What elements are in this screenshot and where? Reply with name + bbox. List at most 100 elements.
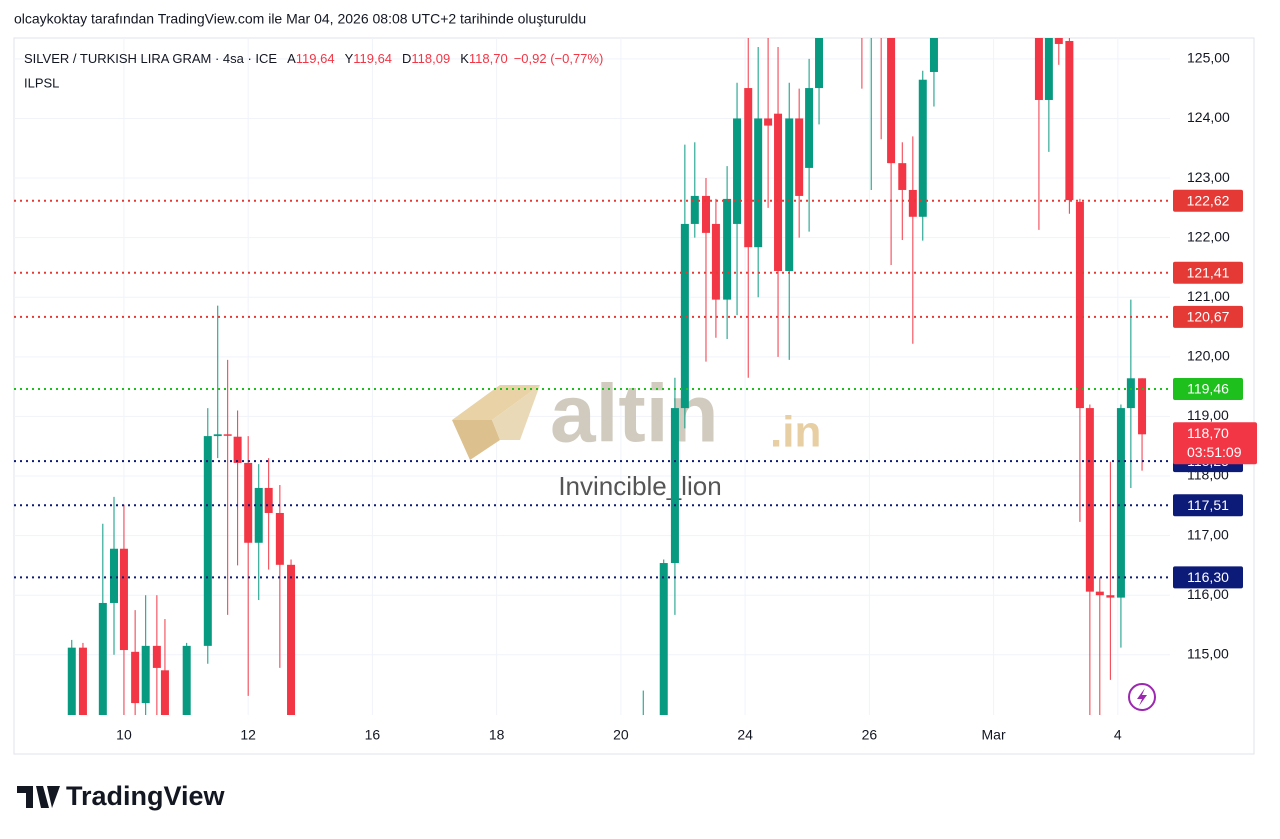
x-tick-label: 26	[862, 727, 878, 743]
y-tick-label: 115,00	[1187, 646, 1229, 662]
logo-shape	[492, 385, 540, 440]
candle-body	[1034, 38, 1043, 100]
ohlc-value: 119,64	[353, 51, 392, 66]
candle-body	[918, 79, 927, 217]
candle-body	[764, 118, 773, 126]
y-tick-label: 125,00	[1187, 50, 1230, 66]
candle-body	[929, 38, 938, 72]
candle-body	[119, 548, 128, 651]
candle-body	[785, 118, 794, 272]
candle-body	[908, 189, 917, 217]
candle-body	[67, 647, 76, 715]
level-label: 120,67	[1187, 309, 1230, 325]
candle-body	[1138, 378, 1147, 435]
candle-body	[264, 487, 273, 513]
level-label: 122,62	[1187, 192, 1230, 208]
ohlc-key: D	[402, 51, 411, 66]
alert-icon[interactable]	[1128, 683, 1156, 711]
candle-body	[160, 670, 169, 715]
y-tick-label: 122,00	[1187, 228, 1230, 244]
level-label: 116,30	[1187, 569, 1229, 585]
logo-shape	[452, 420, 500, 460]
candle-body	[733, 118, 742, 224]
ohlc-value: 119,64	[296, 51, 335, 66]
level-box	[1173, 378, 1243, 401]
ohlc-value: 118,09	[411, 51, 450, 66]
logo-shape	[452, 385, 540, 420]
x-tick-label: 16	[365, 727, 381, 743]
candle-body	[774, 113, 783, 272]
y-tick-label: 124,00	[1187, 109, 1230, 125]
candle-body	[1085, 408, 1094, 592]
ohlc-value: 118,70	[469, 51, 508, 66]
candle-body	[182, 645, 191, 715]
frame	[13, 37, 1255, 755]
candle-body	[805, 88, 814, 168]
candle-body	[1126, 378, 1135, 409]
candle-body	[1065, 40, 1074, 201]
candle-body	[223, 434, 232, 436]
candle-body	[1116, 408, 1125, 598]
x-tick-label: 24	[737, 727, 753, 743]
x-tick-label: Mar	[982, 727, 1006, 743]
candle-body	[711, 223, 720, 300]
candle-body	[670, 408, 679, 564]
overlay: 115,00116,00117,00118,00119,00120,00121,…	[14, 50, 1257, 743]
candle-body	[110, 548, 119, 603]
candle-body	[867, 5, 875, 23]
candle-body	[131, 651, 140, 704]
candle-body	[815, 38, 824, 89]
candle-body	[877, 5, 885, 29]
x-tick-label: 20	[613, 727, 629, 743]
level-box	[1173, 494, 1243, 517]
watermark-author: Invincible_lion	[558, 471, 721, 501]
tv-mark	[17, 786, 60, 808]
footer-brand: TradingView	[66, 781, 226, 811]
candle-body	[1044, 38, 1053, 100]
caption: olcaykoktay tarafından TradingView.com i…	[14, 11, 586, 27]
candle-body	[795, 118, 804, 196]
y-tick-label: 116,00	[1187, 586, 1229, 602]
candle-body	[244, 462, 253, 543]
level-box	[1173, 566, 1243, 589]
y-tick-label: 119,00	[1187, 407, 1229, 423]
ohlc-key: K	[460, 51, 469, 66]
candle-body	[213, 434, 222, 437]
watermark: altin .in Invincible_lion	[452, 369, 821, 501]
candle-body	[858, 0, 866, 23]
candle-body	[254, 487, 263, 543]
alert-circle	[1128, 683, 1156, 711]
candle-body	[1095, 591, 1104, 596]
candle-body	[1106, 595, 1115, 598]
candle-body	[744, 88, 753, 248]
y-tick-label: 121,00	[1187, 288, 1230, 304]
y-tick-label: 120,00	[1187, 348, 1230, 364]
change: −0,92 (−0,77%)	[514, 51, 604, 66]
level-box	[1173, 189, 1243, 212]
level-label: 119,46	[1187, 381, 1229, 397]
candle-body	[203, 436, 212, 646]
y-tick-label: 117,00	[1187, 526, 1229, 542]
candle-body	[659, 563, 668, 715]
alert-bolt	[1137, 688, 1147, 706]
watermark-suffix: .in	[770, 408, 821, 457]
candle-body	[887, 38, 896, 164]
y-tick-label: 123,00	[1187, 169, 1230, 185]
last-price-label: 118,70	[1187, 425, 1229, 441]
candle-body	[754, 118, 763, 248]
ohlc-key: Y	[345, 51, 354, 66]
candle-body	[898, 163, 907, 190]
candle-body	[1054, 38, 1063, 44]
candle-body	[287, 564, 296, 715]
candle-body	[233, 436, 242, 463]
candle-body	[275, 512, 284, 565]
candle-body	[152, 645, 161, 668]
ohlc-key: A	[287, 51, 296, 66]
countdown: 03:51:09	[1187, 444, 1242, 460]
level-label: 121,41	[1187, 265, 1230, 281]
x-tick-label: 18	[489, 727, 505, 743]
symbol: SILVER / TURKISH LIRA GRAM · 4sa · ICE	[24, 51, 277, 66]
candle-body	[690, 195, 699, 224]
level-box	[1173, 305, 1243, 328]
candle-body	[639, 717, 647, 726]
